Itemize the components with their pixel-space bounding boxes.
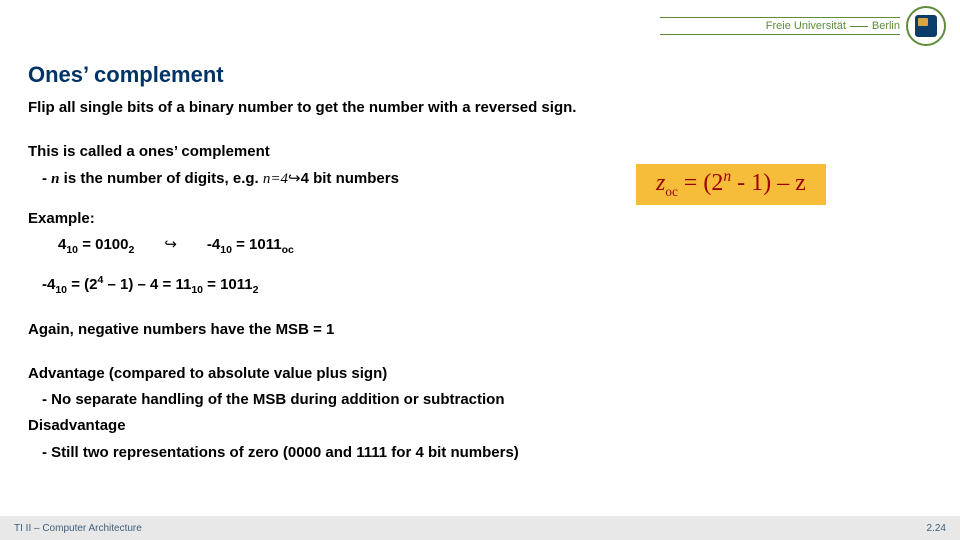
f-oc: oc — [665, 184, 677, 199]
slide-root: Freie Universität Berlin Ones’ complemen… — [0, 0, 960, 540]
disadvantage-title: Disadvantage — [28, 416, 932, 436]
logo-text-left: Freie Universität — [766, 20, 846, 32]
slide-footer: TI II – Computer Architecture 2.24 — [0, 516, 960, 540]
ex1-d: = 1011 — [232, 236, 282, 253]
def-end: 4 bit numbers — [301, 170, 399, 187]
footer-right: 2.24 — [927, 523, 946, 534]
msb-line: Again, negative numbers have the MSB = 1 — [28, 320, 932, 340]
arrow-icon: ↪ — [288, 169, 301, 189]
ex2-b: = (2 — [67, 276, 97, 293]
ex2-e: = 1011 — [203, 276, 253, 293]
arrow-icon: ↪ — [164, 235, 177, 255]
logo-rule-top — [660, 17, 900, 18]
example-line-1: 410 = 01002 ↪ -410 = 1011oc — [28, 235, 932, 255]
ex1-left: 410 = 01002 — [58, 235, 134, 255]
ex2-a-sub: 10 — [55, 284, 67, 296]
ex1-eq: = 0100 — [78, 236, 128, 253]
slide-title: Ones’ complement — [28, 62, 224, 88]
logo-text-right: Berlin — [872, 20, 900, 32]
def-n-var: n — [51, 171, 59, 187]
logo-text-block: Freie Universität Berlin — [660, 15, 900, 37]
university-logo: Freie Universität Berlin — [660, 6, 946, 46]
ex2-c: – 1) – 4 = 11 — [103, 276, 191, 293]
seal-icon — [906, 6, 946, 46]
f-z: z — [656, 170, 665, 196]
example-line-2: -410 = (24 – 1) – 4 = 1110 = 10112 — [28, 275, 932, 295]
example-label: Example: — [28, 209, 932, 229]
disadvantage-item: - Still two representations of zero (000… — [28, 443, 932, 463]
seal-inner-icon — [915, 15, 937, 37]
ex1-a-sub: 10 — [66, 244, 78, 256]
logo-rule-bottom — [660, 34, 900, 35]
ex1-d-sub: oc — [282, 244, 294, 256]
def-dash: - — [42, 170, 51, 187]
ex1-c-sub: 10 — [220, 244, 232, 256]
advantage-item: - No separate handling of the MSB during… — [28, 390, 932, 410]
formula-highlight: zoc = (2n - 1) – z — [636, 164, 826, 205]
def-mid: is the number of digits, e.g. — [60, 170, 263, 187]
logo-separator — [850, 26, 868, 27]
intro-text: Flip all single bits of a binary number … — [28, 98, 932, 118]
slide-body: Flip all single bits of a binary number … — [28, 98, 932, 469]
f-eq: = (2 — [678, 170, 724, 196]
ex1-c: -4 — [207, 236, 220, 253]
footer-left: TI II – Computer Architecture — [14, 523, 142, 534]
def-neq: n=4 — [263, 171, 288, 187]
logo-label: Freie Universität Berlin — [766, 20, 900, 32]
ex2-f-sub: 2 — [253, 284, 259, 296]
ex2-d-sub: 10 — [191, 284, 203, 296]
f-n: n — [723, 168, 731, 185]
advantage-title: Advantage (compared to absolute value pl… — [28, 364, 932, 384]
definition-line-1: This is called a ones’ complement — [28, 142, 932, 162]
ex1-right: -410 = 1011oc — [207, 235, 294, 255]
f-tail: - 1) – z — [731, 170, 806, 196]
ex2-a: -4 — [42, 276, 55, 293]
ex1-b-sub: 2 — [129, 244, 135, 256]
